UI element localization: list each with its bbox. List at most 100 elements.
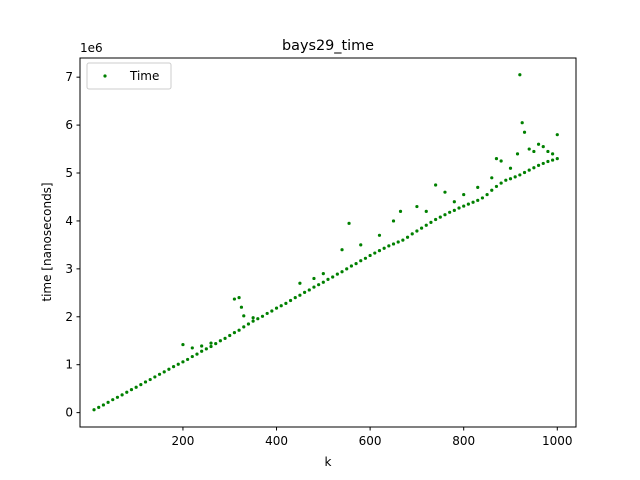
data-point-115 [377, 233, 382, 237]
legend-marker [103, 74, 107, 78]
data-point-36 [260, 314, 265, 318]
data-point-119 [424, 209, 428, 213]
data-point-17 [171, 365, 176, 369]
data-point-78 [457, 206, 461, 210]
data-point-42 [288, 298, 293, 303]
data-point-99 [555, 157, 559, 161]
data-point-68 [410, 232, 414, 236]
data-point-136 [541, 145, 545, 149]
data-point-96 [541, 161, 545, 166]
data-point-138 [551, 152, 555, 156]
data-point-120 [434, 183, 438, 187]
data-point-109 [298, 281, 302, 285]
data-point-65 [396, 240, 400, 244]
data-point-123 [462, 192, 466, 197]
data-point-50 [326, 277, 330, 281]
data-point-45 [303, 290, 307, 294]
data-point-88 [504, 178, 508, 182]
data-point-55 [349, 264, 353, 268]
y-tick-label-6: 6 [65, 118, 73, 132]
data-point-77 [452, 208, 456, 212]
chart-title: bays29_time [282, 38, 374, 54]
data-point-57 [359, 259, 363, 263]
data-point-51 [331, 275, 335, 279]
data-point-22 [195, 352, 199, 356]
data-point-48 [317, 283, 321, 287]
data-point-116 [391, 219, 396, 223]
data-point-47 [312, 285, 316, 289]
data-point-85 [490, 188, 494, 192]
x-tick-label-0: 200 [171, 434, 194, 448]
y-tick-label-3: 3 [65, 262, 73, 276]
data-point-69 [415, 229, 419, 233]
data-point-33 [246, 322, 251, 326]
data-point-126 [494, 157, 499, 161]
data-point-63 [387, 244, 391, 248]
data-point-114 [359, 243, 363, 247]
data-point-128 [508, 166, 513, 170]
data-point-23 [200, 349, 204, 353]
y-tick-label-2: 2 [65, 310, 73, 324]
data-point-107 [242, 314, 246, 318]
data-point-130 [518, 73, 522, 77]
data-point-80 [466, 202, 470, 206]
data-point-74 [438, 215, 442, 219]
data-point-11 [143, 380, 148, 384]
y-tick-label-5: 5 [65, 166, 73, 180]
data-point-98 [551, 158, 555, 162]
y-tick-label-7: 7 [65, 70, 73, 84]
data-point-8 [129, 388, 134, 392]
data-point-127 [499, 159, 503, 163]
data-point-28 [223, 336, 227, 340]
y-tick-label-0: 0 [65, 406, 73, 420]
data-point-90 [513, 175, 517, 179]
data-point-94 [532, 166, 536, 170]
data-point-117 [398, 209, 403, 213]
data-point-139 [555, 133, 559, 137]
data-point-1 [97, 405, 101, 409]
data-point-129 [515, 152, 520, 156]
data-point-13 [153, 375, 157, 379]
data-point-102 [200, 344, 204, 348]
data-point-84 [485, 192, 489, 197]
data-point-60 [373, 251, 377, 255]
data-point-67 [405, 235, 410, 239]
data-point-100 [181, 342, 185, 347]
data-point-124 [476, 185, 480, 189]
data-point-86 [494, 184, 499, 189]
data-point-46 [307, 288, 311, 292]
data-point-3 [106, 400, 110, 404]
data-point-24 [204, 347, 208, 351]
data-point-125 [490, 176, 494, 180]
data-point-5 [115, 395, 120, 399]
data-point-133 [527, 147, 531, 151]
data-point-18 [176, 362, 180, 366]
data-point-97 [546, 159, 550, 164]
data-point-12 [148, 377, 152, 382]
data-point-70 [419, 226, 424, 230]
data-point-82 [476, 198, 480, 202]
data-point-91 [518, 173, 522, 177]
data-point-27 [218, 339, 222, 343]
data-point-108 [251, 316, 255, 320]
data-point-72 [429, 220, 433, 224]
data-point-56 [354, 261, 358, 266]
data-point-31 [237, 328, 241, 332]
data-point-52 [335, 272, 339, 276]
data-point-118 [415, 204, 419, 209]
legend-label-time: Time [129, 69, 159, 83]
data-point-49 [321, 280, 325, 284]
data-point-32 [242, 325, 246, 329]
data-point-135 [536, 142, 541, 146]
data-point-111 [321, 272, 325, 276]
x-tick-label-3: 800 [452, 434, 475, 448]
x-tick-label-4: 1000 [542, 434, 573, 448]
axes: 200 400 600 800 1000 0 1 2 3 4 5 6 7 [65, 57, 577, 448]
data-point-71 [424, 223, 428, 227]
data-point-105 [237, 296, 241, 300]
data-point-9 [134, 385, 138, 389]
data-point-2 [101, 403, 105, 407]
data-point-0 [92, 408, 96, 412]
data-point-76 [448, 210, 452, 214]
